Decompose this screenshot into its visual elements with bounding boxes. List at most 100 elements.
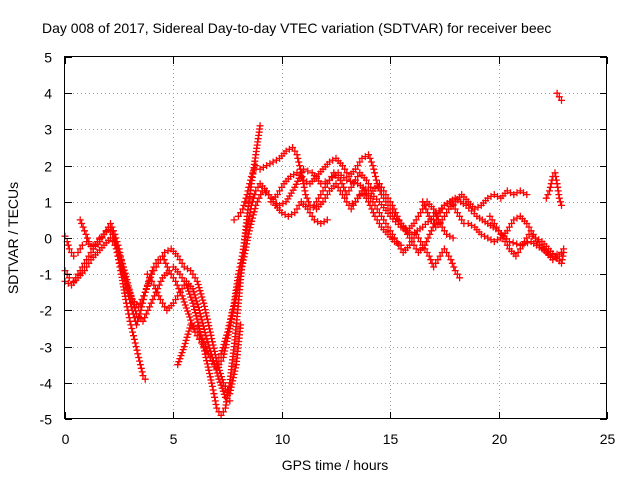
data-point: [296, 162, 304, 170]
data-point: [163, 263, 171, 271]
series-track-n: [542, 169, 565, 209]
data-point: [343, 191, 351, 199]
data-point: [195, 306, 203, 314]
data-point: [113, 245, 121, 253]
data-point: [424, 234, 432, 242]
data-point: [215, 361, 223, 369]
data-point: [186, 313, 194, 321]
data-point: [393, 238, 401, 246]
data-point: [211, 397, 219, 405]
data-point: [558, 201, 565, 209]
data-point: [340, 183, 348, 191]
data-point: [294, 177, 302, 185]
data-point: [432, 259, 440, 267]
data-point: [187, 267, 195, 275]
data-point: [558, 259, 565, 267]
data-point: [321, 194, 329, 202]
data-point: [292, 180, 300, 188]
y-tick-label: 4: [44, 86, 52, 102]
data-point: [232, 295, 240, 303]
data-point: [122, 277, 130, 285]
data-point: [380, 187, 388, 195]
data-point: [343, 198, 351, 206]
data-point: [447, 256, 455, 264]
data-point: [85, 238, 93, 246]
data-point: [427, 256, 435, 264]
data-point: [254, 183, 262, 191]
data-point: [323, 180, 331, 188]
data-point: [497, 230, 505, 238]
data-point: [154, 259, 162, 267]
data-point: [180, 298, 188, 306]
data-point: [139, 317, 147, 325]
data-point: [204, 338, 212, 346]
data-point: [200, 339, 208, 347]
data-point: [201, 302, 208, 310]
data-point: [274, 191, 281, 199]
data-point: [450, 263, 458, 271]
data-point: [378, 183, 385, 191]
data-point: [133, 346, 141, 354]
data-point: [130, 332, 137, 340]
data-point: [255, 194, 263, 202]
y-axis-label: SDTVAR / TECUs: [5, 182, 21, 294]
data-point: [501, 238, 509, 246]
data-point: [434, 256, 442, 264]
data-point: [300, 183, 308, 191]
data-point: [352, 165, 359, 173]
data-point: [141, 288, 149, 296]
data-point: [552, 173, 560, 180]
data-point: [495, 227, 503, 235]
data-point: [393, 212, 401, 220]
data-point: [232, 364, 239, 372]
data-point: [295, 201, 303, 209]
data-point: [78, 241, 86, 249]
data-point: [453, 270, 461, 278]
data-point: [224, 331, 232, 339]
data-point: [291, 209, 299, 217]
data-point: [147, 299, 155, 307]
data-point: [448, 259, 456, 267]
data-point: [412, 230, 420, 238]
data-point: [438, 205, 446, 213]
data-point: [65, 245, 73, 253]
data-point: [523, 191, 531, 199]
data-point: [169, 299, 177, 307]
data-point: [217, 381, 225, 389]
data-point: [451, 267, 459, 275]
data-point: [221, 344, 229, 352]
data-point: [196, 287, 204, 295]
data-point: [247, 176, 255, 184]
data-point: [177, 352, 185, 360]
data-point: [194, 300, 202, 308]
data-point: [234, 282, 242, 290]
data-point: [207, 376, 215, 384]
data-point: [343, 169, 351, 177]
data-point: [124, 284, 132, 291]
data-point: [230, 302, 238, 310]
axis-ticks: [65, 57, 608, 420]
data-point: [226, 397, 234, 405]
data-point: [408, 238, 416, 246]
data-point: [339, 162, 346, 170]
data-point: [251, 191, 259, 199]
data-point: [392, 209, 400, 217]
data-point: [276, 187, 284, 195]
data-point: [109, 230, 117, 238]
data-point: [397, 220, 405, 227]
data-point: [513, 240, 521, 248]
data-point: [118, 265, 126, 273]
data-point: [542, 194, 550, 202]
data-point: [211, 393, 219, 401]
data-point: [243, 191, 251, 199]
data-point: [197, 290, 205, 298]
data-point: [345, 187, 353, 195]
data-point: [193, 315, 201, 323]
data-point: [349, 180, 357, 188]
x-tick-label: 25: [600, 431, 616, 447]
data-point: [555, 93, 563, 101]
data-point: [423, 238, 430, 246]
data-point: [293, 205, 301, 213]
data-point: [373, 216, 381, 224]
data-point: [131, 339, 139, 347]
